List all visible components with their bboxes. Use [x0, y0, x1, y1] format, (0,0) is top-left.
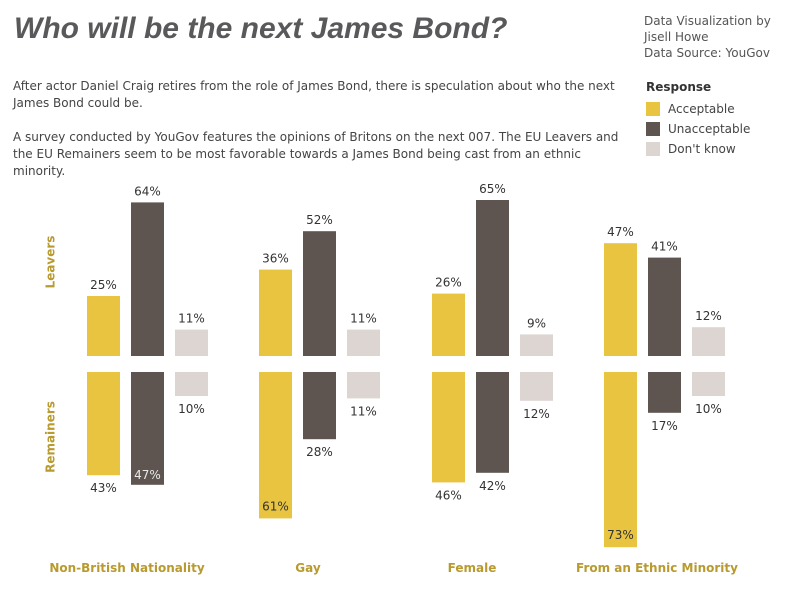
data-label-leavers: 11%	[350, 312, 377, 326]
bar-leavers-don-t-know	[175, 329, 208, 356]
bar-leavers-acceptable	[259, 269, 292, 356]
chart-title: Who will be the next James Bond?	[14, 12, 508, 45]
data-label-leavers: 41%	[651, 240, 678, 254]
legend-swatch	[646, 142, 660, 156]
bar-remainers-unacceptable	[303, 372, 336, 440]
intro-paragraph: After actor Daniel Craig retires from th…	[13, 79, 615, 110]
bar-leavers-acceptable	[432, 293, 465, 356]
data-label-leavers: 36%	[262, 252, 289, 266]
bar-leavers-unacceptable	[648, 257, 681, 356]
legend: Response Acceptable Unacceptable Don't k…	[646, 80, 750, 159]
bar-remainers-acceptable	[259, 372, 292, 519]
data-label-remainers: 61%	[262, 499, 289, 513]
legend-label: Unacceptable	[668, 122, 751, 136]
credit-source: Data Source: YouGov	[644, 46, 770, 60]
legend-label: Acceptable	[668, 102, 735, 116]
bar-remainers-don-t-know	[692, 372, 725, 396]
bar-remainers-acceptable	[87, 372, 120, 476]
row-label-leavers: Leavers	[44, 236, 58, 289]
bar-leavers-don-t-know	[692, 327, 725, 356]
data-label-leavers: 64%	[134, 184, 161, 198]
bar-leavers-don-t-know	[520, 334, 553, 356]
credit-line: Data Visualization by	[644, 14, 771, 28]
legend-item-unacceptable: Unacceptable	[646, 119, 750, 139]
legend-item-dont-know: Don't know	[646, 139, 750, 159]
data-label-remainers: 10%	[178, 402, 205, 416]
data-label-remainers: 43%	[90, 481, 117, 495]
data-label-leavers: 9%	[527, 316, 546, 330]
bar-remainers-acceptable	[604, 372, 637, 548]
data-label-remainers: 11%	[350, 404, 377, 418]
data-label-leavers: 11%	[178, 312, 205, 326]
legend-item-acceptable: Acceptable	[646, 99, 750, 119]
data-label-leavers: 65%	[479, 182, 506, 196]
bar-remainers-don-t-know	[347, 372, 380, 399]
data-label-remainers: 73%	[607, 528, 634, 542]
credit-author: Jisell Howe	[644, 30, 709, 44]
intro-paragraph: A survey conducted by YouGov features th…	[13, 130, 619, 178]
bar-leavers-unacceptable	[303, 231, 336, 356]
bar-remainers-unacceptable	[476, 372, 509, 473]
bar-leavers-acceptable	[87, 296, 120, 356]
data-label-leavers: 25%	[90, 278, 117, 292]
data-label-leavers: 47%	[607, 225, 634, 239]
bar-leavers-don-t-know	[347, 329, 380, 356]
bar-leavers-unacceptable	[476, 200, 509, 356]
bar-remainers-don-t-know	[520, 372, 553, 401]
category-label: Non-British Nationality	[49, 561, 205, 575]
category-label: Female	[448, 561, 497, 575]
bar-remainers-unacceptable	[648, 372, 681, 413]
bar-leavers-unacceptable	[131, 202, 164, 356]
data-label-leavers: 52%	[306, 213, 333, 227]
data-label-remainers: 28%	[306, 445, 333, 459]
legend-label: Don't know	[668, 142, 736, 156]
legend-title: Response	[646, 80, 712, 94]
data-label-remainers: 12%	[523, 407, 550, 421]
category-label: Gay	[295, 561, 321, 575]
data-label-leavers: 26%	[435, 276, 462, 290]
credit-block: Data Visualization by Jisell Howe Data S…	[644, 13, 794, 61]
data-label-leavers: 12%	[695, 309, 722, 323]
intro-text: After actor Daniel Craig retires from th…	[13, 78, 623, 180]
data-label-remainers: 42%	[479, 479, 506, 493]
bar-leavers-acceptable	[604, 243, 637, 356]
legend-swatch	[646, 102, 660, 116]
bar-remainers-unacceptable	[131, 372, 164, 485]
data-label-remainers: 47%	[134, 468, 161, 482]
data-label-remainers: 17%	[651, 419, 678, 433]
row-label-remainers: Remainers	[44, 401, 58, 473]
bar-remainers-acceptable	[432, 372, 465, 483]
legend-swatch	[646, 122, 660, 136]
bar-remainers-don-t-know	[175, 372, 208, 396]
data-label-remainers: 46%	[435, 488, 462, 502]
data-label-remainers: 10%	[695, 402, 722, 416]
category-label: From an Ethnic Minority	[576, 561, 738, 575]
